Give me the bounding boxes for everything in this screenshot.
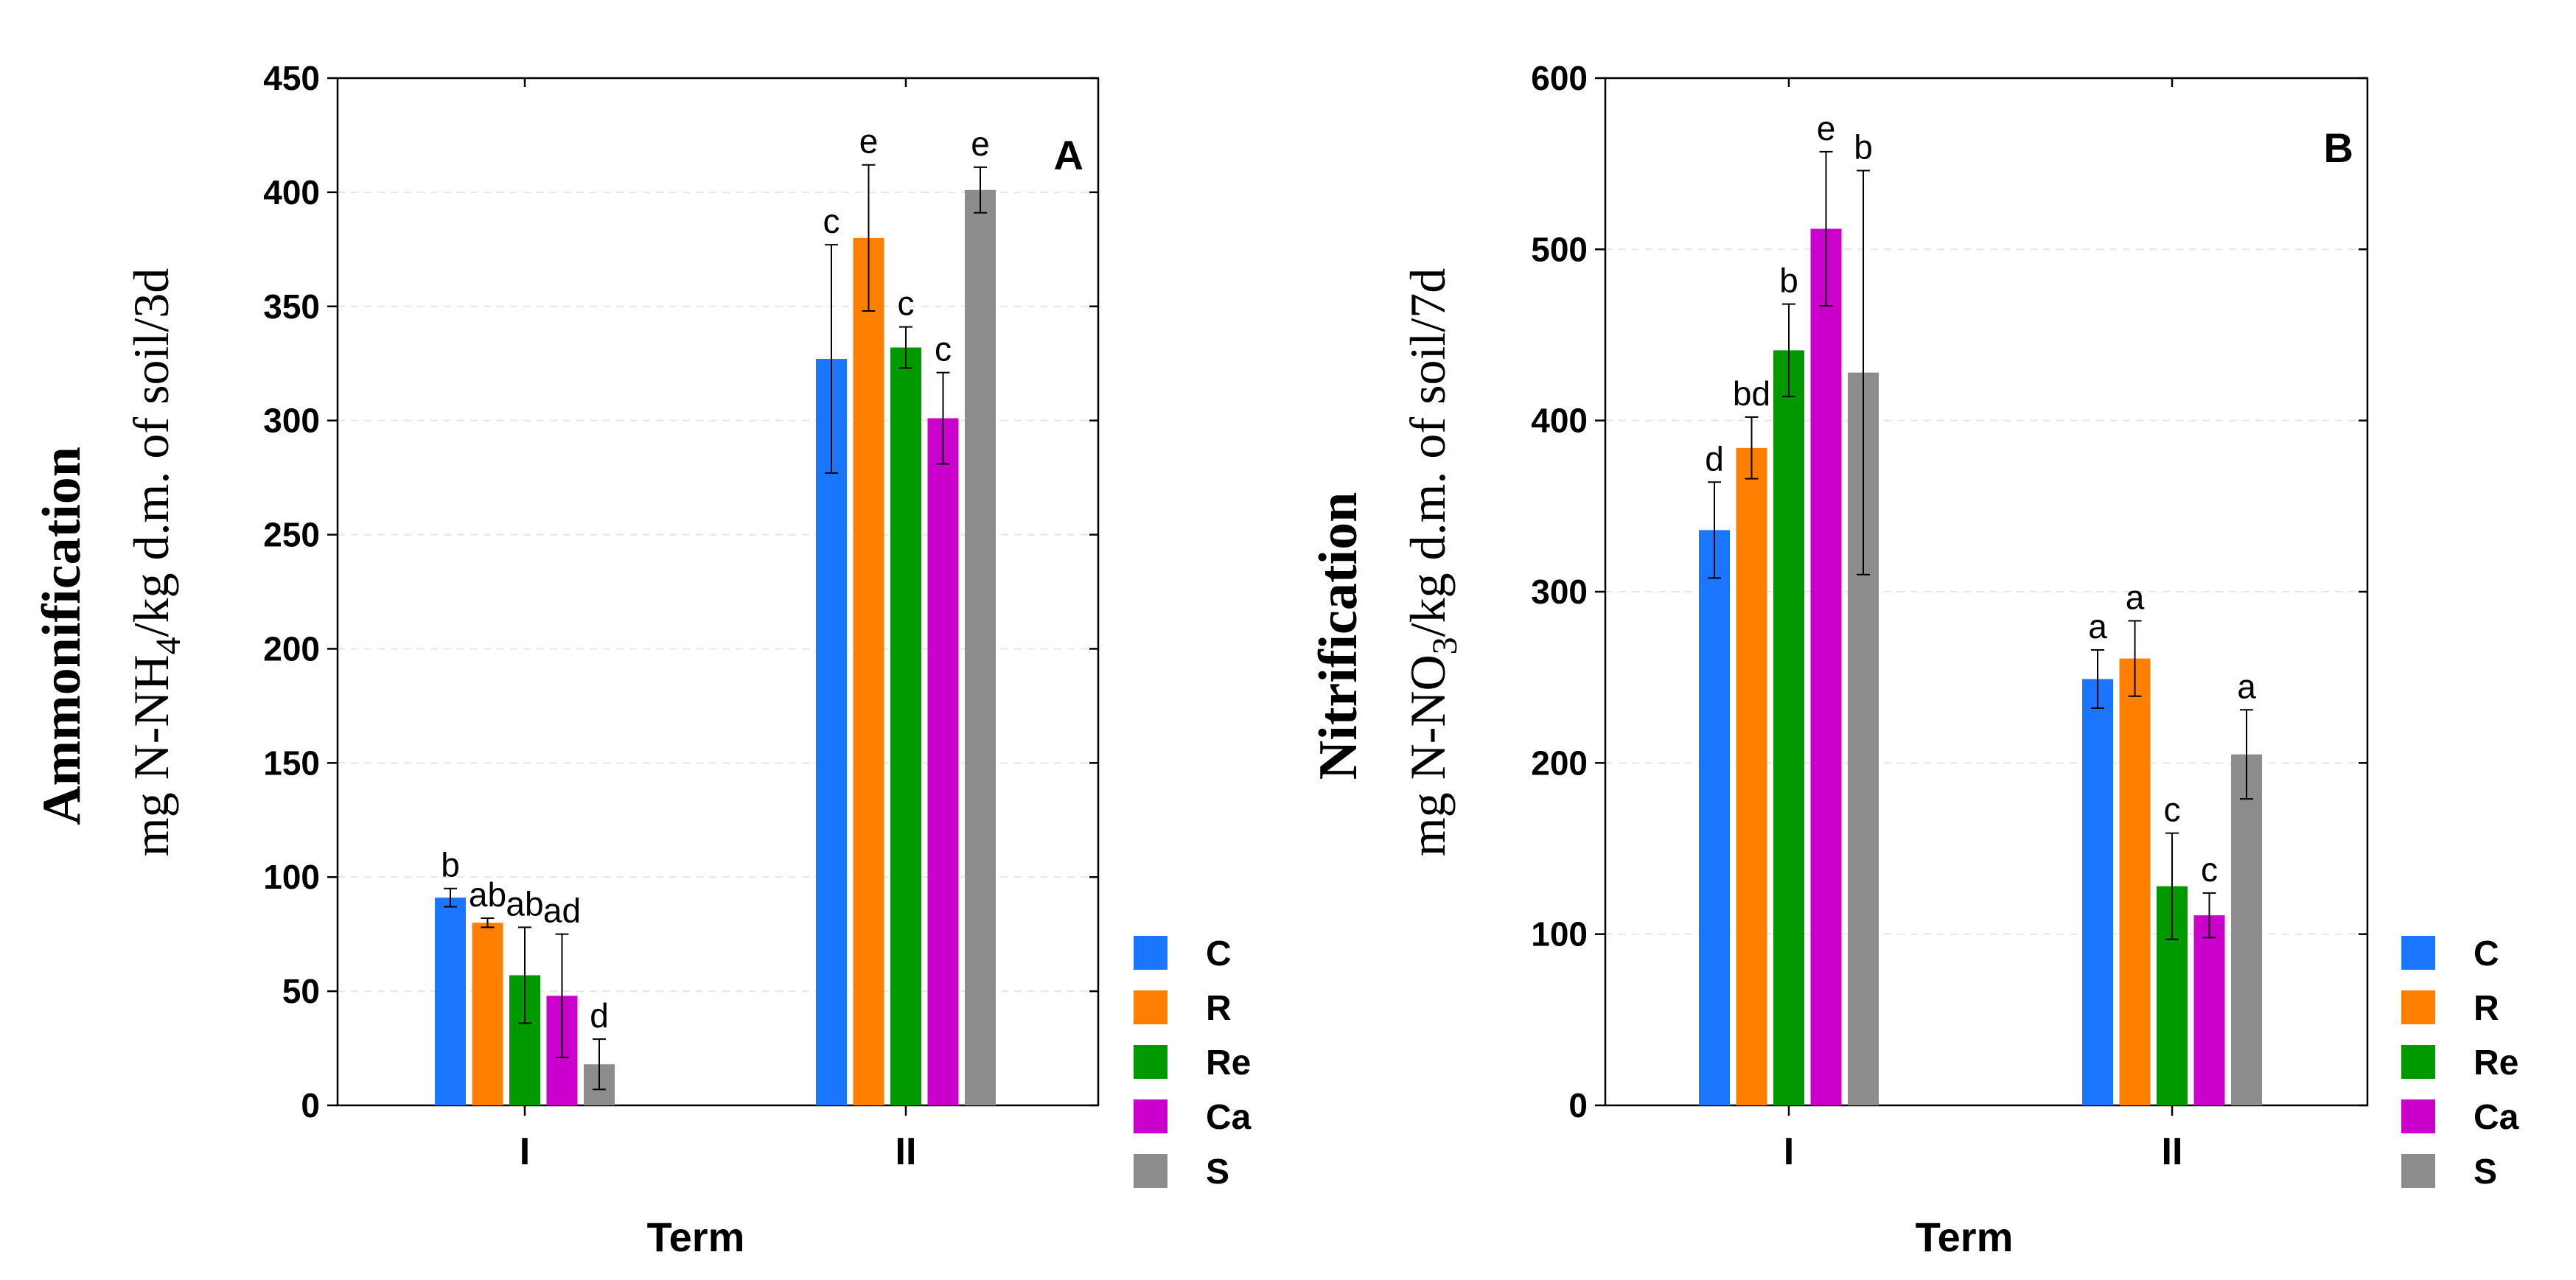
bar-c-ii [2082, 679, 2113, 1105]
legend-label-c: C [1206, 934, 1232, 973]
y-axis-unit-label: mg N-NH4/kg d.m. of soil/3d [123, 268, 188, 856]
y-tick-label: 0 [1568, 1086, 1588, 1125]
y-unit-prefix: mg N-NO [1400, 654, 1456, 856]
bar-c-ii [816, 359, 847, 1105]
significance-label: e [971, 125, 990, 163]
significance-label: b [1854, 127, 1873, 166]
bar-re-i [1773, 350, 1804, 1105]
legend-label-c: C [2474, 934, 2499, 973]
y-tick-label: 500 [1531, 230, 1588, 268]
significance-label: c [823, 202, 840, 240]
significance-label: c [898, 284, 915, 323]
bar-r-ii [2119, 658, 2151, 1105]
legend-swatch-re [2401, 1045, 2435, 1079]
bar-re-ii [890, 347, 921, 1105]
y-tick-label: 200 [263, 629, 320, 668]
y-tick-label: 400 [1531, 402, 1588, 440]
legend-label-re: Re [1206, 1043, 1251, 1083]
y-tick-label: 100 [263, 858, 320, 896]
plot-frame [336, 77, 1100, 1107]
panel-label: B [2324, 125, 2353, 171]
legend-label-s: S [1206, 1153, 1229, 1192]
legend-swatch-s [2401, 1154, 2435, 1188]
y-tick-label: 400 [263, 173, 320, 211]
x-tick-label-i: I [1784, 1130, 1794, 1173]
legend-swatch-ca [2401, 1099, 2435, 1133]
legend-label-ca: Ca [1206, 1098, 1252, 1137]
bar-r-i [1736, 447, 1767, 1105]
legend: CR Re Ca S [2401, 934, 2519, 1192]
y-tick-label: 300 [263, 402, 320, 440]
y-axis-unit-label: mg N-NO3/kg d.m. of soil/7d [1400, 268, 1465, 856]
y-unit-suffix: /kg d.m. of soil/3d [123, 268, 179, 637]
legend-swatch-re [1134, 1045, 1167, 1079]
y-tick-label: 200 [1531, 744, 1588, 782]
legend-swatch-r [1134, 990, 1167, 1024]
bar-r-ii [853, 237, 884, 1105]
significance-label: ab [469, 875, 506, 914]
legend-swatch-ca [1134, 1099, 1167, 1133]
legend-swatch-c [1134, 936, 1167, 970]
bar-r-i [472, 923, 503, 1105]
x-tick-label-ii: II [2162, 1130, 2183, 1173]
significance-label: b [1779, 262, 1798, 300]
significance-label: d [590, 996, 609, 1035]
significance-label: b [441, 846, 460, 884]
y-tick-label: 100 [1531, 915, 1588, 954]
legend-swatch-s [1134, 1154, 1167, 1188]
x-axis-label: Term [1916, 1214, 2014, 1260]
significance-label: a [2237, 667, 2256, 705]
y-tick-label: 250 [263, 516, 320, 554]
bar-ca-i [1810, 228, 1842, 1105]
legend-label-r: R [2474, 989, 2499, 1028]
legend-swatch-r [2401, 990, 2435, 1024]
x-tick-label-ii: II [896, 1130, 917, 1173]
significance-label: bd [1733, 374, 1770, 413]
y-tick-label: 450 [263, 59, 320, 97]
legend-label-r: R [1206, 989, 1232, 1028]
y-axis-label: Ammonification [32, 447, 92, 825]
bar-c-i [1699, 530, 1730, 1105]
y-unit-prefix: mg N-NH [123, 654, 179, 856]
significance-label: a [2126, 578, 2145, 616]
bar-ca-ii [927, 418, 959, 1105]
y-tick-label: 600 [1531, 59, 1588, 97]
y-tick-label: 150 [263, 744, 320, 782]
y-tick-label: 300 [1531, 573, 1588, 611]
significance-label: e [859, 122, 879, 161]
significance-label: c [935, 330, 952, 368]
y-unit-suffix: /kg d.m. of soil/7d [1400, 268, 1456, 637]
legend: CR Re Ca S [1134, 934, 1252, 1192]
significance-label: a [2088, 607, 2107, 646]
significance-label: e [1817, 109, 1836, 147]
bar-ca-ii [2193, 915, 2225, 1105]
legend-label-ca: Ca [2474, 1098, 2519, 1137]
y-axis-label: Nitrification [1308, 492, 1369, 780]
significance-label: d [1705, 439, 1724, 478]
significance-label: c [2164, 791, 2181, 829]
y-unit-subscript: 4 [149, 637, 188, 654]
y-tick-label: 0 [301, 1086, 320, 1125]
bar-c-i [435, 898, 466, 1105]
significance-label: c [2201, 850, 2218, 889]
y-tick-label: 50 [282, 972, 320, 1010]
y-unit-subscript: 3 [1425, 637, 1465, 654]
legend-label-s: S [2474, 1153, 2497, 1192]
significance-label: ad [543, 892, 581, 930]
y-tick-label: 350 [263, 287, 320, 326]
legend-label-re: Re [2474, 1043, 2519, 1083]
panel-label: A [1054, 132, 1083, 178]
bar-s-ii [965, 189, 996, 1105]
legend-swatch-c [2401, 936, 2435, 970]
x-tick-label-i: I [520, 1130, 530, 1173]
significance-label: ab [506, 884, 543, 923]
bar-s-ii [2231, 754, 2262, 1105]
x-axis-label: Term [647, 1214, 745, 1260]
